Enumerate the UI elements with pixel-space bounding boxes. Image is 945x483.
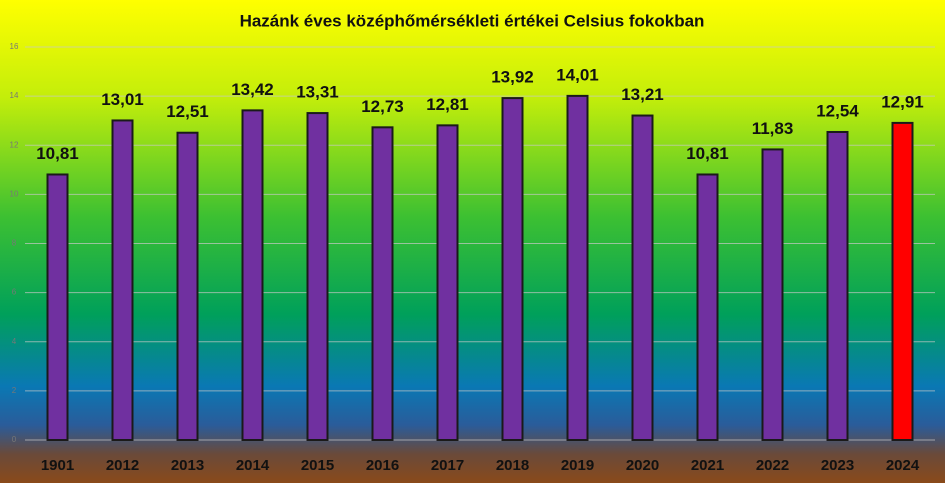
data-label: 13,92	[491, 68, 534, 87]
data-label: 13,01	[101, 90, 144, 109]
x-tick-label: 2014	[236, 457, 270, 474]
bar	[566, 94, 589, 442]
data-label: 13,31	[296, 83, 339, 102]
data-label: 12,91	[881, 92, 924, 111]
data-label: 13,42	[231, 80, 274, 99]
data-label: 14,01	[556, 65, 599, 84]
x-tick-label: 2012	[106, 457, 139, 474]
bar	[46, 173, 69, 441]
y-tick-label: 4	[12, 337, 17, 346]
y-tick-label: 12	[10, 140, 19, 149]
x-tick-label: 2021	[691, 457, 724, 474]
y-tick-label: 14	[10, 91, 19, 100]
bar	[696, 173, 719, 441]
y-tick-label: 8	[12, 239, 17, 248]
x-tick-label: 2017	[431, 457, 464, 474]
x-tick-label: 2023	[821, 457, 854, 474]
x-tick-label: 1901	[41, 457, 74, 474]
data-label: 12,54	[816, 101, 859, 120]
bar	[826, 130, 849, 442]
y-tick-label: 10	[10, 189, 19, 198]
bar	[436, 124, 459, 442]
bar	[891, 121, 914, 441]
x-tick-label: 2020	[626, 457, 659, 474]
bar	[761, 148, 784, 441]
data-label: 10,81	[686, 144, 729, 163]
x-tick-label: 2018	[496, 457, 529, 474]
data-label: 12,73	[361, 97, 404, 116]
y-tick-label: 6	[12, 288, 17, 297]
y-tick-label: 2	[12, 386, 17, 395]
bar	[631, 114, 654, 441]
x-tick-label: 2013	[171, 457, 204, 474]
data-label: 11,83	[752, 119, 794, 138]
bar	[501, 97, 524, 441]
bar	[241, 109, 264, 441]
bar	[371, 126, 394, 442]
x-tick-label: 2024	[886, 457, 920, 474]
bar	[306, 112, 329, 442]
bar	[111, 119, 134, 442]
x-tick-label: 2022	[756, 457, 789, 474]
x-tick-label: 2015	[301, 457, 334, 474]
data-label: 12,51	[166, 102, 209, 121]
bar	[176, 131, 199, 442]
data-label: 10,81	[36, 144, 79, 163]
x-tick-label: 2019	[561, 457, 594, 474]
y-tick-label: 16	[10, 42, 19, 51]
data-label: 12,81	[426, 95, 469, 114]
chart-title: Hazánk éves középhőmérsékleti értékei Ce…	[240, 11, 705, 30]
x-tick-label: 2016	[366, 457, 399, 474]
y-tick-label: 0	[12, 435, 17, 444]
data-label: 13,21	[621, 85, 664, 104]
